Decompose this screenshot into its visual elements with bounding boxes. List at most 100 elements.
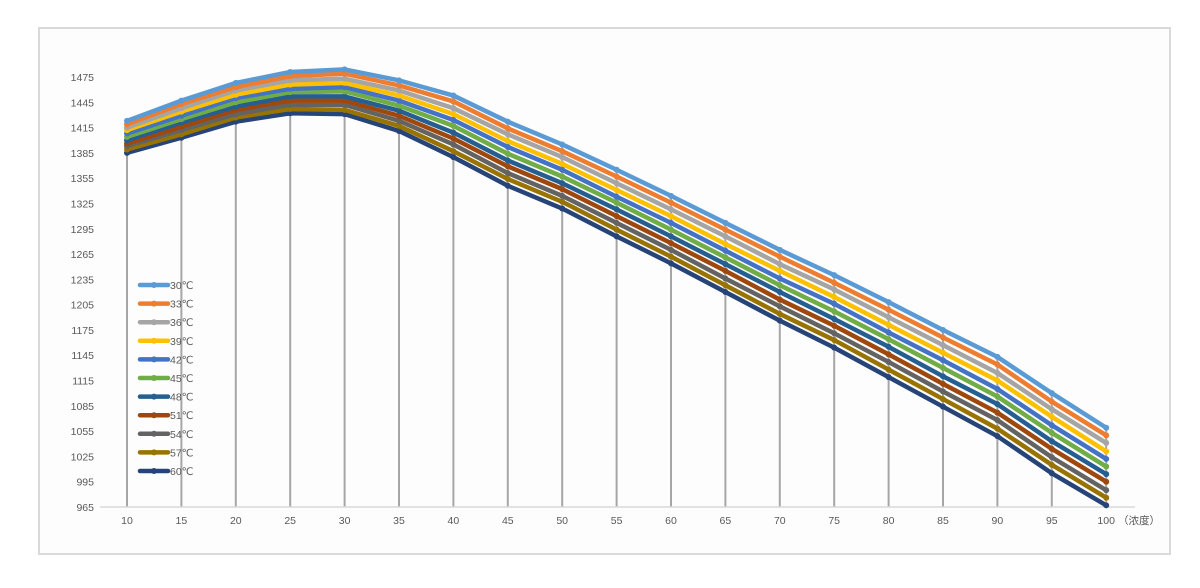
data-point-marker: [885, 321, 892, 328]
data-point-marker: [1048, 390, 1055, 397]
legend-item: 60℃: [137, 466, 193, 478]
series-48℃: [124, 93, 1110, 478]
data-point-marker: [776, 310, 783, 317]
data-point-marker: [885, 314, 892, 321]
x-tick-label: 35: [393, 515, 405, 527]
data-point-marker: [940, 342, 946, 349]
data-point-marker: [1048, 398, 1055, 405]
x-tick-label: 90: [992, 515, 1004, 527]
series-42℃: [124, 84, 1110, 462]
x-tick-label: 80: [883, 515, 895, 527]
x-tick-label: 65: [720, 515, 732, 527]
data-point-marker: [722, 267, 729, 274]
y-tick-label: 1085: [71, 401, 95, 413]
data-point-marker: [1103, 487, 1110, 494]
data-point-marker: [831, 300, 838, 307]
data-point-marker: [885, 366, 892, 373]
data-point-marker: [722, 226, 729, 233]
legend-item: 51℃: [137, 410, 193, 422]
data-point-marker: [450, 117, 457, 123]
data-point-marker: [776, 303, 783, 310]
data-point-marker: [668, 219, 674, 226]
data-point-marker: [776, 246, 783, 253]
data-point-marker: [994, 385, 1001, 392]
data-point-marker: [885, 351, 892, 358]
data-point-marker: [396, 82, 402, 89]
data-point-marker: [885, 336, 892, 343]
legend: 30℃ 33℃ 36℃ 39℃ 42℃ 45℃ 48℃ 51℃ 54℃ 57℃ 60℃: [137, 280, 193, 478]
data-point-marker: [504, 150, 511, 157]
data-point-marker: [940, 396, 946, 403]
data-point-marker: [178, 97, 185, 104]
data-point-marker: [668, 246, 674, 253]
data-point-marker: [341, 70, 348, 77]
y-tick-label: 1235: [71, 274, 95, 286]
y-tick-label: 1175: [71, 325, 94, 337]
legend-item: 42℃: [137, 354, 193, 366]
legend-label: 33℃: [170, 299, 193, 311]
data-point-marker: [722, 289, 729, 295]
legend-item: 54℃: [137, 429, 193, 441]
data-point-marker: [396, 107, 402, 114]
data-point-marker: [559, 192, 566, 199]
y-tick-label: 1265: [71, 249, 95, 261]
data-point-marker: [613, 166, 620, 173]
data-point-marker: [776, 289, 783, 295]
data-point-marker: [940, 364, 946, 371]
data-point-marker: [831, 315, 838, 322]
data-point-marker: [994, 369, 1001, 376]
data-point-marker: [831, 286, 838, 293]
data-point-marker: [287, 106, 294, 113]
legend-marker-icon: [151, 430, 157, 437]
data-point-marker: [287, 93, 294, 100]
data-point-marker: [831, 322, 838, 329]
data-point-marker: [994, 377, 1001, 384]
data-point-marker: [776, 282, 783, 289]
data-point-marker: [994, 425, 1001, 432]
data-point-marker: [722, 240, 729, 247]
series-lines: [124, 66, 1110, 509]
data-point-marker: [396, 102, 402, 109]
data-point-marker: [994, 433, 1001, 440]
x-axis-unit-label: （浓度）: [1118, 514, 1160, 527]
data-point-marker: [994, 393, 1001, 400]
data-point-marker: [722, 282, 729, 289]
y-tick-label: 1325: [71, 198, 95, 210]
legend-label: 30℃: [170, 280, 193, 292]
data-point-marker: [396, 97, 402, 104]
data-point-marker: [341, 93, 348, 100]
data-point-marker: [559, 173, 566, 180]
data-point-marker: [504, 170, 511, 177]
data-point-marker: [1048, 406, 1055, 413]
data-point-marker: [722, 233, 729, 240]
data-point-marker: [668, 192, 674, 199]
y-tick-label: 1295: [71, 224, 95, 236]
data-point-marker: [450, 105, 457, 112]
y-tick-label: 1115: [72, 376, 94, 388]
data-point-marker: [776, 275, 783, 282]
data-point-marker: [613, 226, 620, 233]
data-point-marker: [613, 193, 620, 200]
data-point-marker: [831, 279, 838, 286]
data-point-marker: [450, 148, 457, 155]
data-point-marker: [450, 122, 457, 129]
data-point-marker: [287, 68, 294, 75]
data-point-marker: [668, 199, 674, 206]
data-point-marker: [1048, 470, 1055, 477]
data-point-marker: [559, 205, 566, 212]
data-point-marker: [776, 267, 783, 274]
data-point-marker: [776, 296, 783, 303]
data-point-marker: [1103, 424, 1110, 431]
data-point-marker: [559, 180, 566, 187]
legend-item: 48℃: [137, 392, 193, 404]
series-51℃: [124, 97, 1110, 485]
data-point-marker: [940, 349, 946, 356]
data-point-marker: [613, 186, 620, 193]
legend-marker-icon: [151, 300, 157, 307]
y-tick-label: 1415: [71, 123, 95, 135]
data-point-marker: [341, 75, 348, 82]
data-point-marker: [287, 73, 294, 80]
y-tick-label: 965: [76, 502, 94, 514]
data-point-marker: [341, 66, 348, 73]
x-tick-label: 95: [1046, 515, 1058, 527]
